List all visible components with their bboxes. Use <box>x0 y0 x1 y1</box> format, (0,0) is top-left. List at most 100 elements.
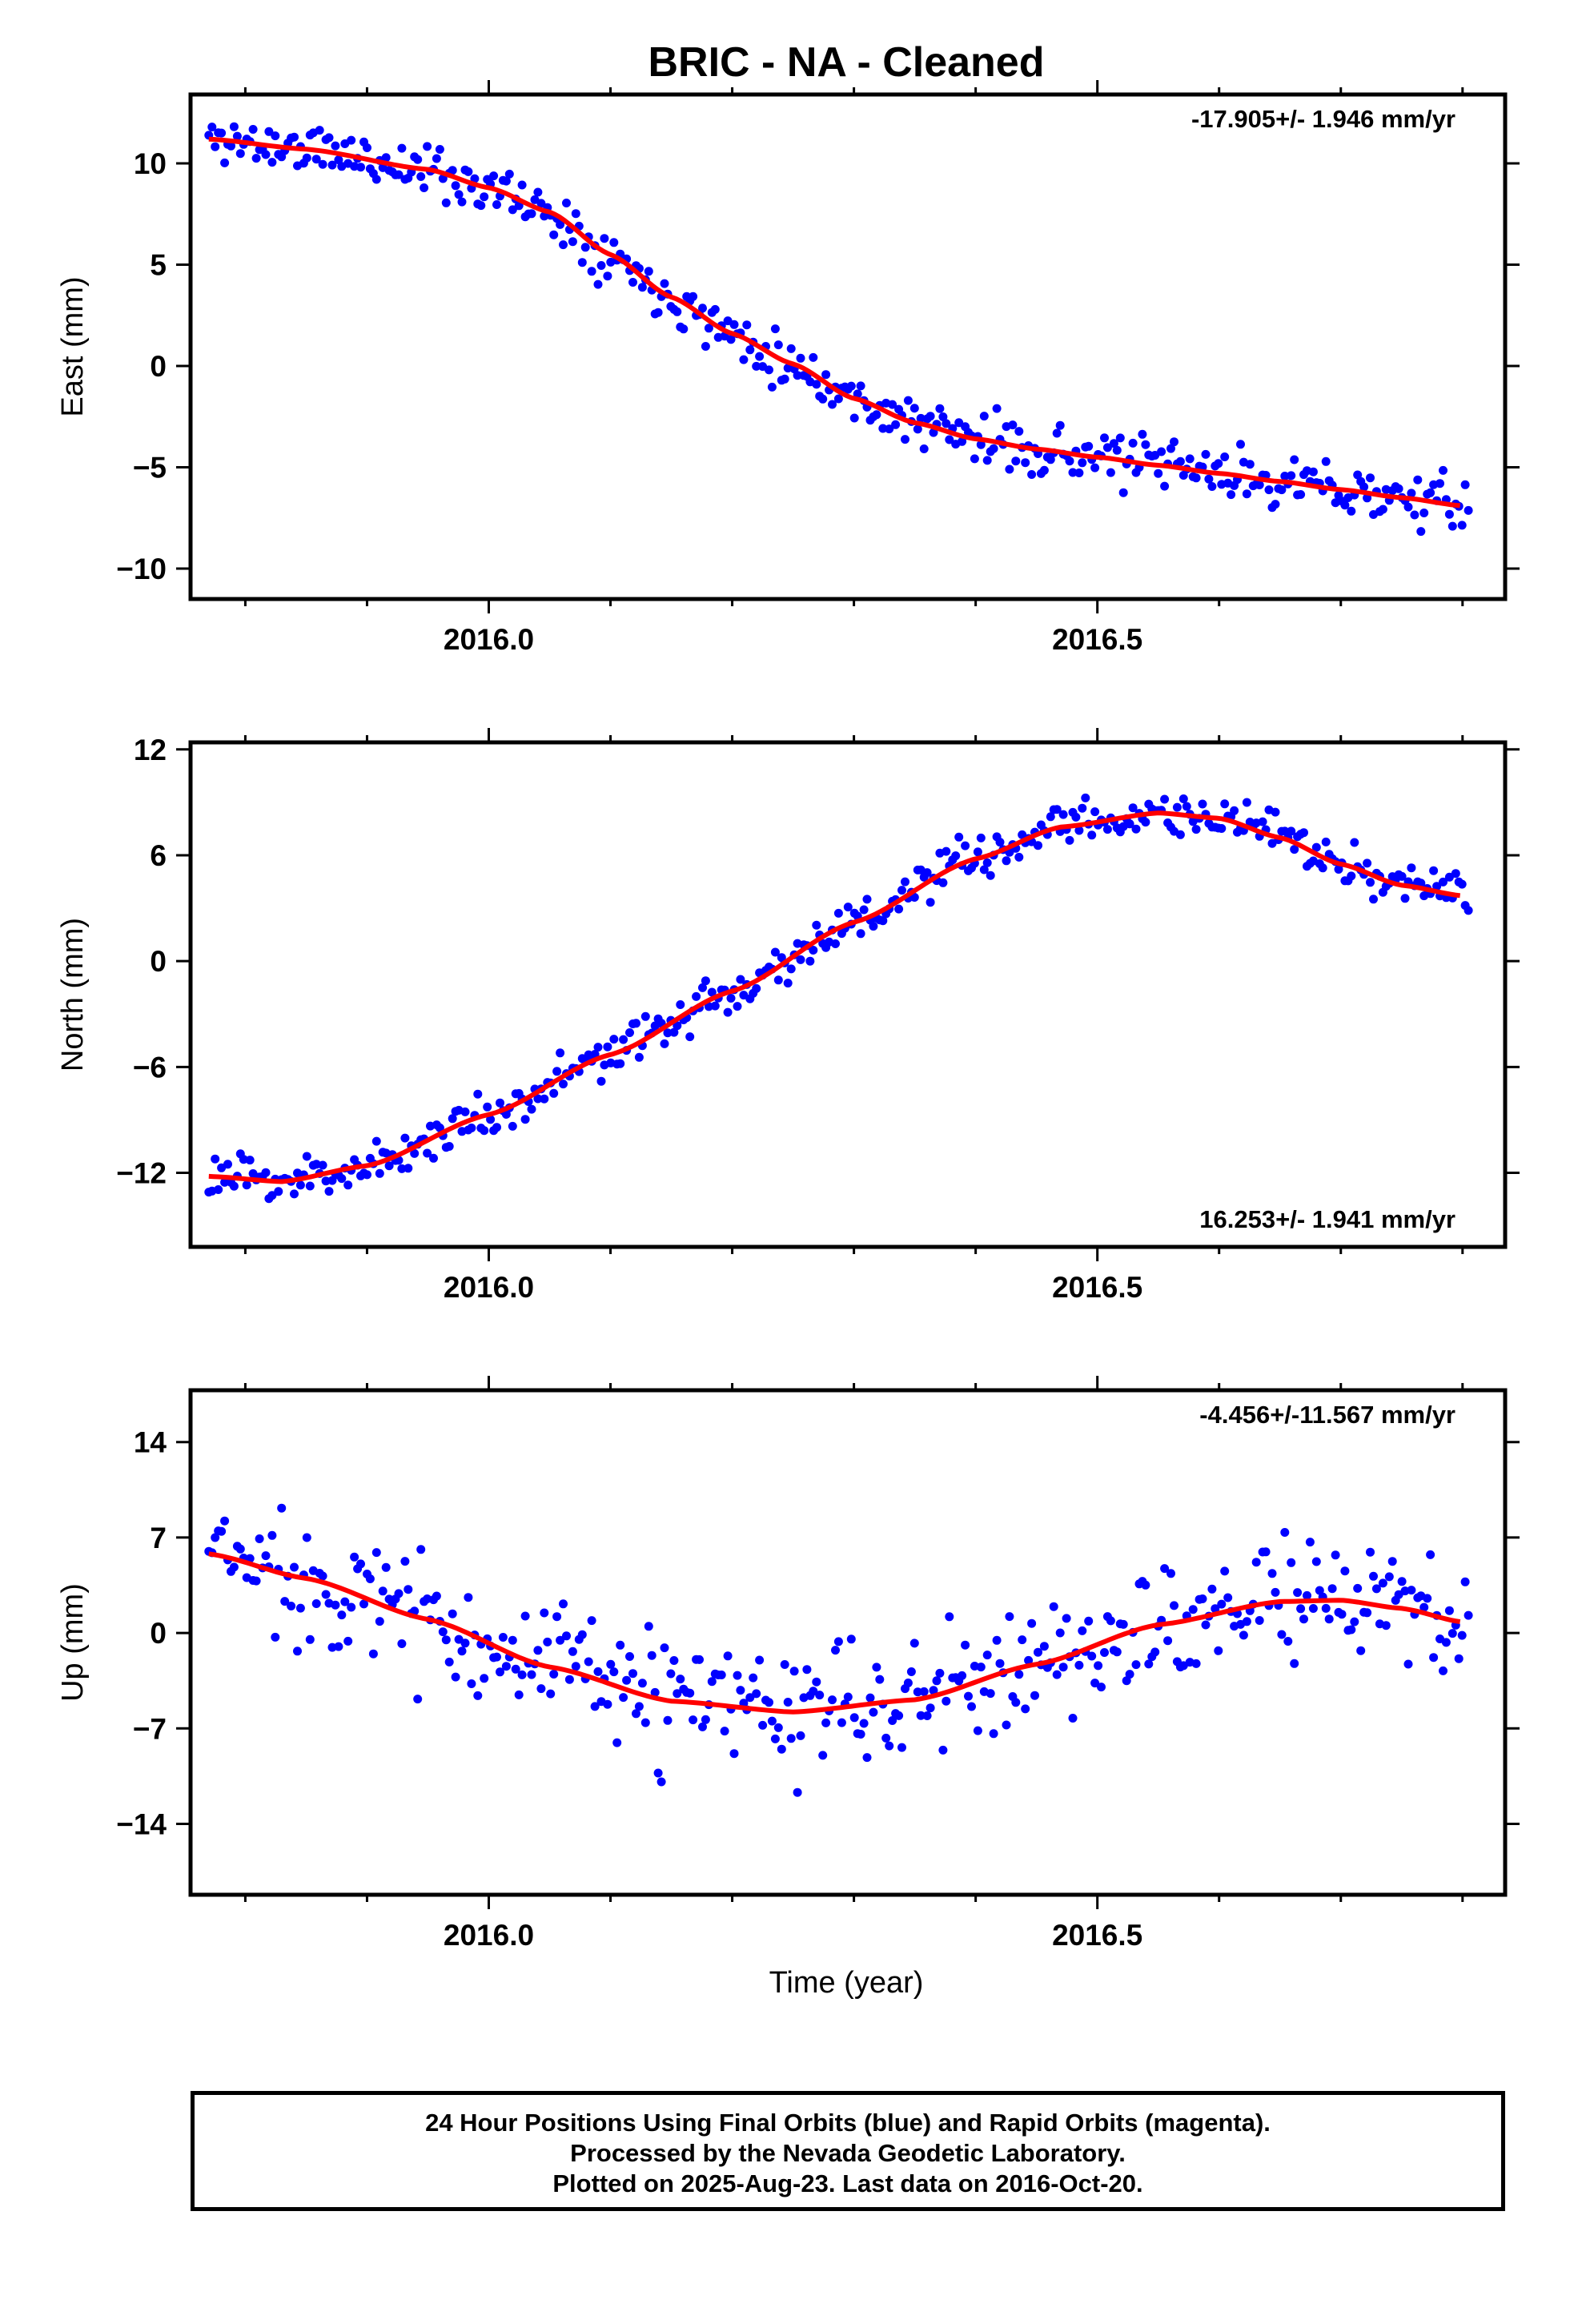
data-point <box>650 1687 660 1697</box>
data-point <box>511 1664 520 1674</box>
data-point <box>1311 1557 1321 1566</box>
data-point <box>571 1662 580 1671</box>
data-point <box>647 1651 656 1660</box>
data-point <box>752 983 761 993</box>
data-point <box>1204 474 1214 484</box>
data-point <box>1125 819 1134 829</box>
data-point <box>1094 1661 1103 1671</box>
data-point <box>371 1548 381 1558</box>
data-point <box>1403 502 1413 512</box>
data-point <box>689 1715 698 1725</box>
data-point <box>1141 440 1150 449</box>
data-point <box>397 1639 407 1648</box>
data-point <box>1100 1648 1109 1657</box>
panel-1: 2016.0 2016.5 12 6 0 −6 −12 North (mm) 16.253+/-… <box>56 728 1520 1304</box>
data-point <box>622 1675 632 1685</box>
data-point <box>793 1787 802 1797</box>
data-point <box>632 1709 640 1719</box>
data-point <box>1287 826 1296 836</box>
data-point <box>271 1632 280 1642</box>
data-point <box>1211 1604 1220 1614</box>
data-point <box>1271 1587 1280 1597</box>
x-tick-label: 2016.0 <box>444 1271 534 1304</box>
data-point <box>1027 1618 1037 1628</box>
data-point <box>498 1633 508 1642</box>
data-point <box>593 1667 603 1676</box>
data-point <box>1112 1647 1122 1657</box>
data-point <box>932 1676 942 1686</box>
data-point <box>504 169 514 179</box>
data-point <box>673 1689 682 1699</box>
data-point <box>935 404 945 413</box>
data-point <box>1191 473 1201 483</box>
data-point <box>1024 1655 1034 1665</box>
data-point <box>812 380 821 389</box>
data-point <box>726 994 736 1003</box>
data-point <box>961 1640 970 1650</box>
data-point <box>371 1136 381 1146</box>
data-point <box>616 1059 625 1068</box>
data-point <box>1363 858 1372 868</box>
data-point <box>318 1160 327 1170</box>
data-point <box>1154 468 1163 478</box>
data-point <box>885 424 894 434</box>
data-point <box>1277 1630 1287 1639</box>
data-point <box>536 199 546 208</box>
data-point <box>261 150 271 159</box>
data-point <box>669 1656 679 1665</box>
data-point <box>628 278 637 287</box>
data-point <box>1065 456 1074 466</box>
y-tick-label: −7 <box>133 1712 167 1745</box>
data-point <box>1321 1603 1331 1613</box>
data-point <box>1144 1659 1154 1669</box>
data-point <box>214 1185 223 1194</box>
footer-line-dates: Plotted on 2025-Aug-23. Last data on 201… <box>552 2169 1143 2197</box>
data-point <box>464 1593 473 1602</box>
data-point <box>640 1718 650 1727</box>
data-point <box>1217 1599 1227 1609</box>
data-point <box>271 131 280 141</box>
data-point <box>967 1702 976 1711</box>
data-point <box>1058 1663 1068 1672</box>
data-point <box>492 1123 501 1132</box>
data-point <box>828 400 837 409</box>
data-point <box>656 1777 666 1787</box>
data-point <box>793 371 802 380</box>
data-point <box>913 424 922 434</box>
data-point <box>556 219 565 229</box>
data-point <box>1068 1714 1078 1723</box>
data-point <box>1366 1547 1375 1557</box>
y-tick-label: 12 <box>134 734 167 766</box>
data-point <box>371 175 381 184</box>
data-point <box>441 1635 451 1645</box>
rate-annotation: -4.456+/-11.567 mm/yr <box>1199 1401 1456 1429</box>
x-tick-label: 2016.0 <box>444 623 534 656</box>
data-point <box>878 424 888 433</box>
data-point <box>773 340 783 350</box>
data-point <box>508 1121 517 1131</box>
y-tick-label: 0 <box>150 1617 167 1650</box>
data-point <box>815 1691 825 1700</box>
data-point <box>211 1154 220 1164</box>
data-point <box>938 878 948 887</box>
data-point <box>1464 505 1473 515</box>
data-point <box>473 1691 483 1700</box>
data-point <box>533 187 543 197</box>
data-point <box>1131 1660 1141 1670</box>
footer-line-orbits: 24 Hour Positions Using Final Orbits (bl… <box>425 2109 1271 2137</box>
y-tick-label: 5 <box>150 249 167 282</box>
data-point <box>831 1646 840 1655</box>
data-point <box>1172 802 1182 812</box>
data-point <box>295 1180 305 1190</box>
data-point <box>356 163 365 172</box>
data-point <box>749 1673 758 1683</box>
data-point <box>1030 1691 1039 1700</box>
data-point <box>673 307 682 316</box>
data-point <box>1407 1586 1416 1595</box>
data-point <box>1185 454 1195 464</box>
data-point <box>777 1744 786 1754</box>
data-point <box>1074 1660 1084 1670</box>
data-point <box>264 127 274 136</box>
data-point <box>1397 1577 1407 1586</box>
data-point <box>1118 1619 1128 1629</box>
